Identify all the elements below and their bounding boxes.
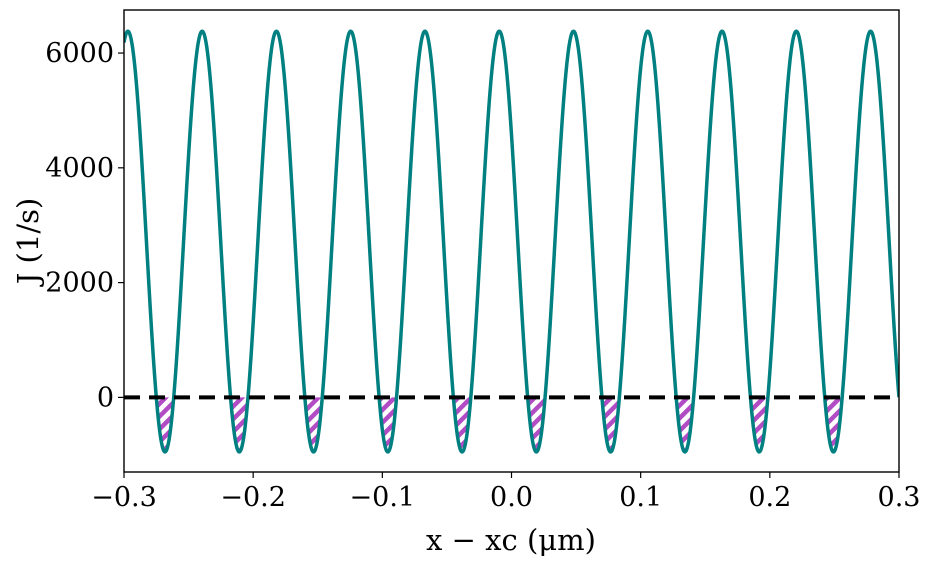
negative-region-fill xyxy=(527,397,546,452)
y-tick-label: 4000 xyxy=(45,153,114,184)
x-axis-label: x − xc (μm) xyxy=(426,523,596,557)
negative-region-fills xyxy=(156,397,843,452)
series-line xyxy=(124,29,899,454)
x-tick-label: 0.2 xyxy=(748,482,791,513)
x-tick-label: 0.3 xyxy=(878,482,921,513)
x-tick-label: 0.0 xyxy=(490,482,533,513)
negative-region-fill xyxy=(230,397,248,452)
negative-region-fill xyxy=(156,397,174,452)
negative-region-fill xyxy=(750,397,768,452)
x-tick-label: −0.3 xyxy=(91,482,157,513)
y-tick-label: 2000 xyxy=(45,268,114,299)
y-axis-label: J (1/s) xyxy=(11,198,45,288)
negative-region-fill xyxy=(676,397,694,452)
y-tick-label: 6000 xyxy=(45,38,114,69)
x-tick-label: −0.1 xyxy=(350,482,416,513)
negative-region-fill xyxy=(824,397,843,452)
negative-region-fill xyxy=(601,397,620,452)
x-tick-label: −0.2 xyxy=(220,482,286,513)
negative-region-fill xyxy=(304,397,323,452)
y-tick-label: 0 xyxy=(97,382,114,413)
negative-region-fill xyxy=(379,397,397,452)
plot-area xyxy=(124,29,899,454)
x-tick-label: 0.1 xyxy=(619,482,662,513)
negative-region-fill xyxy=(453,397,471,452)
x-axis-ticks: −0.3 −0.2 −0.1 0.0 0.1 0.2 0.3 xyxy=(91,472,920,513)
y-axis-ticks: 0 2000 4000 6000 xyxy=(45,38,124,413)
